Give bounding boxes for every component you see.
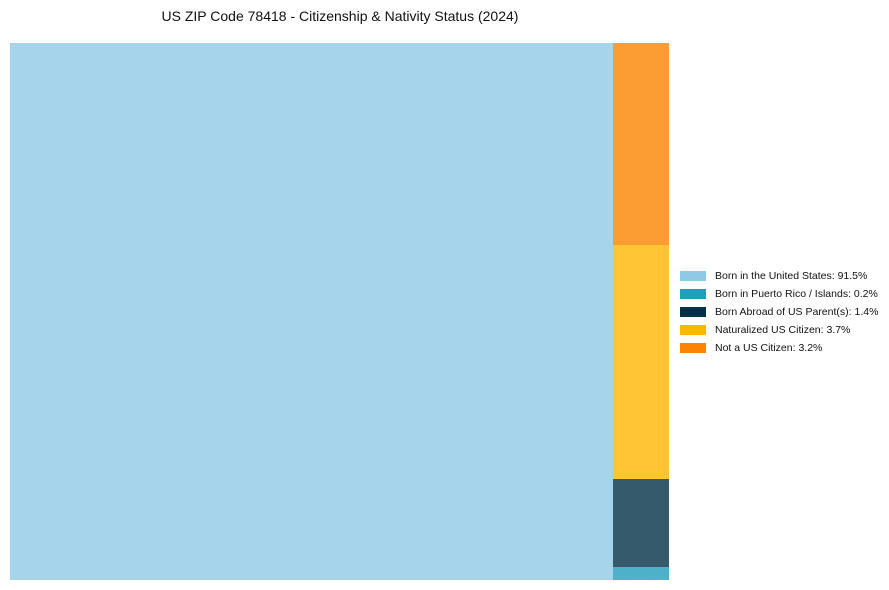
legend-swatch-icon — [680, 289, 706, 299]
treemap — [10, 43, 669, 580]
legend-label: Born in Puerto Rico / Islands: 0.2% — [715, 288, 878, 300]
treemap-rect-not-a-us-citizen — [613, 43, 669, 245]
legend-label: Not a US Citizen: 3.2% — [715, 342, 823, 354]
legend-swatch-icon — [680, 271, 706, 281]
legend-label: Naturalized US Citizen: 3.7% — [715, 324, 851, 336]
legend-item: Born Abroad of US Parent(s): 1.4% — [680, 303, 878, 321]
legend-swatch-icon — [680, 307, 706, 317]
legend-swatch-icon — [680, 343, 706, 353]
treemap-rect-born-in-puerto-rico-islands — [613, 567, 669, 580]
treemap-rect-born-in-the-united-states — [10, 43, 613, 580]
legend-label: Born Abroad of US Parent(s): 1.4% — [715, 306, 879, 318]
legend: Born in the United States: 91.5% Born in … — [680, 267, 878, 357]
legend-item: Born in Puerto Rico / Islands: 0.2% — [680, 285, 878, 303]
treemap-rect-naturalized-us-citizen — [613, 245, 669, 479]
treemap-rect-born-abroad-of-us-parent-s — [613, 479, 669, 567]
legend-label: Born in the United States: 91.5% — [715, 270, 868, 282]
chart-title: US ZIP Code 78418 - Citizenship & Nativi… — [161, 8, 519, 24]
legend-swatch-icon — [680, 325, 706, 335]
legend-item: Born in the United States: 91.5% — [680, 267, 878, 285]
legend-item: Naturalized US Citizen: 3.7% — [680, 321, 878, 339]
legend-item: Not a US Citizen: 3.2% — [680, 339, 878, 357]
